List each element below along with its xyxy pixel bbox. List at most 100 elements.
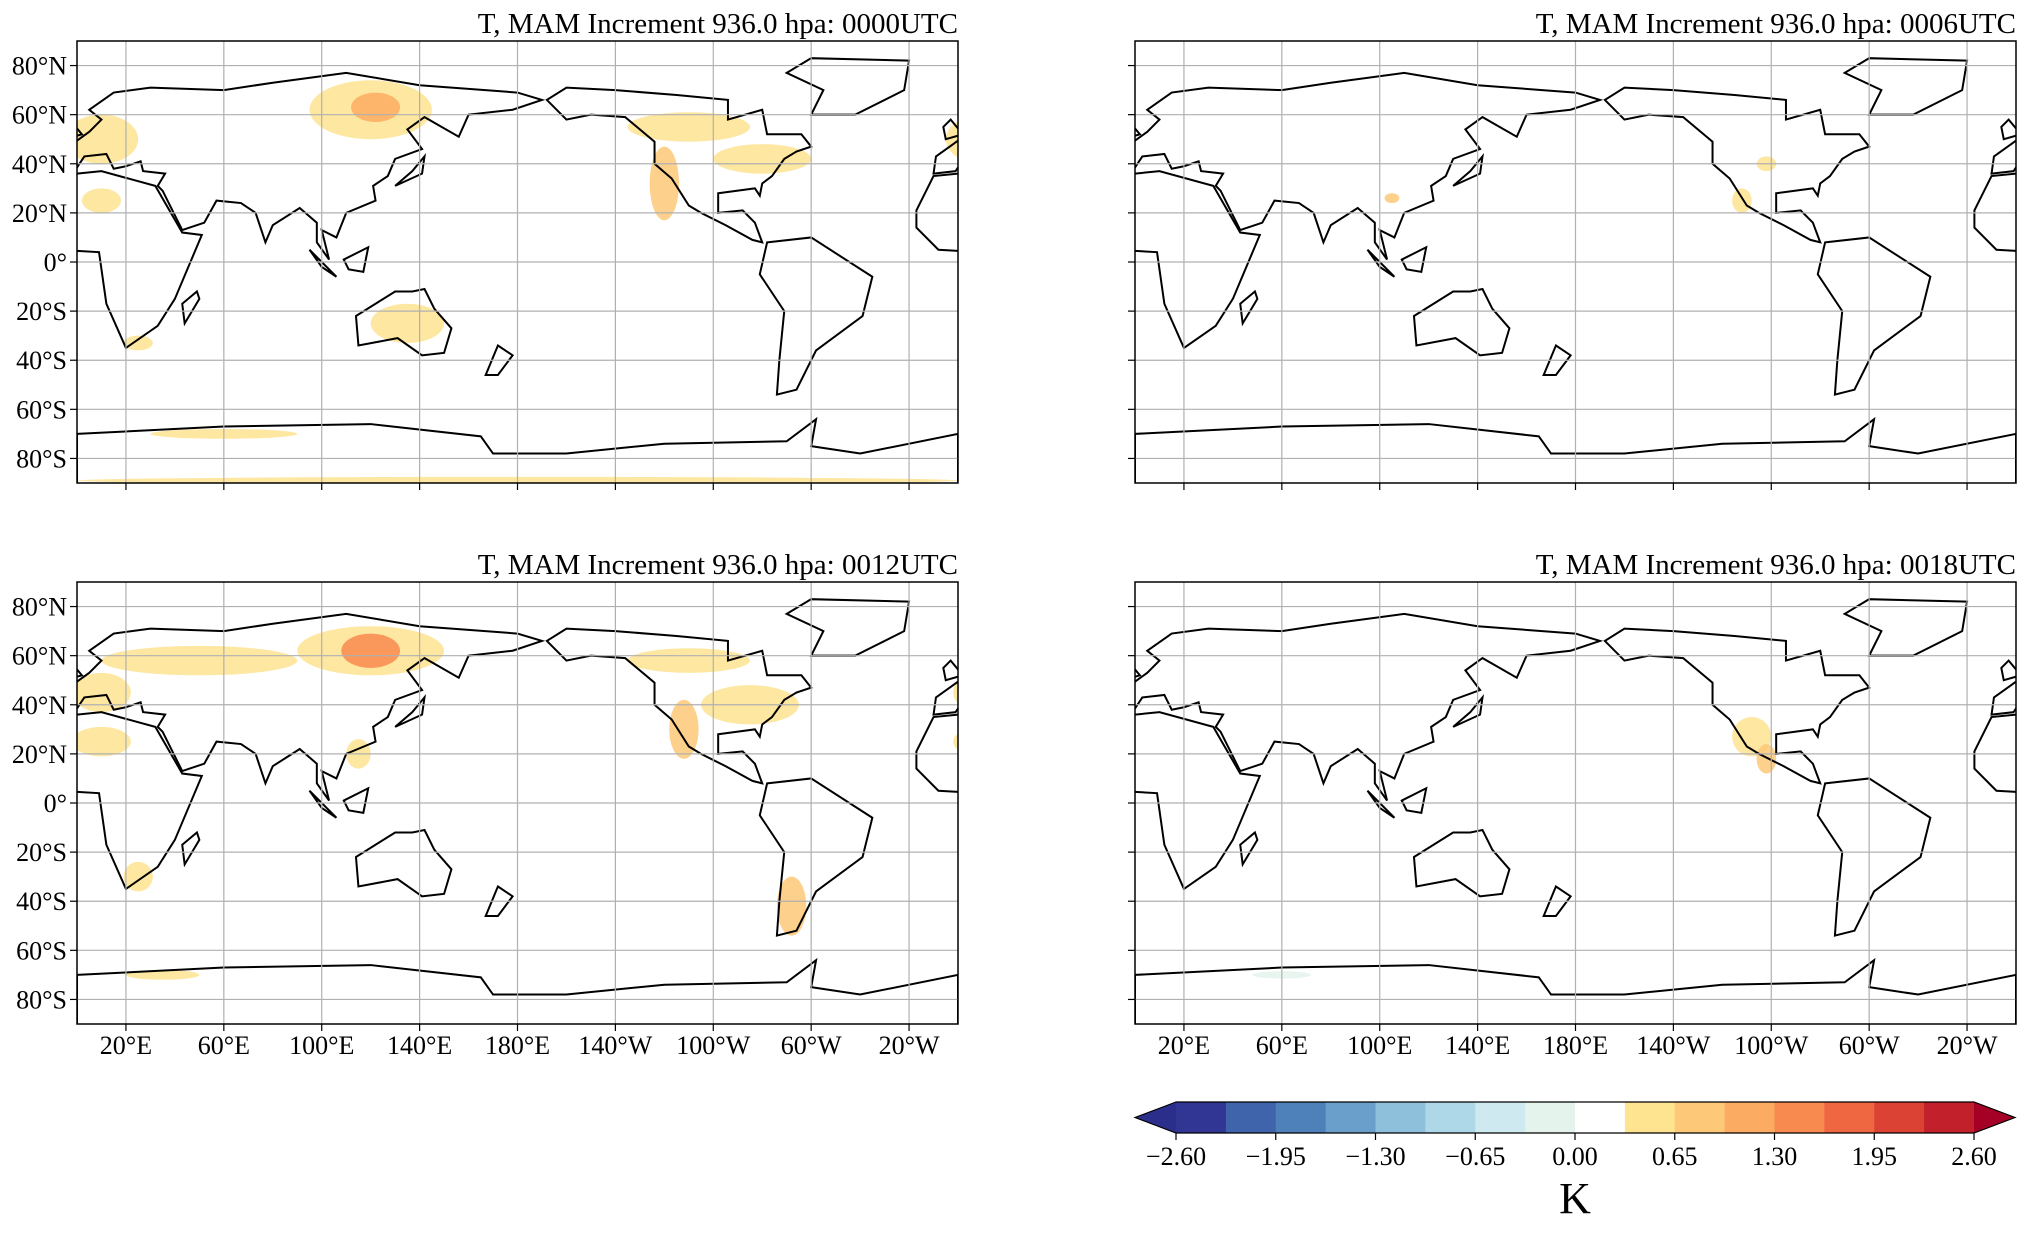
increment-area xyxy=(627,112,750,142)
axes-frame xyxy=(76,40,959,484)
coastline xyxy=(1366,249,1396,278)
coastline xyxy=(1190,791,1217,818)
lon-tick-label: 100°W xyxy=(676,1031,750,1060)
coastline xyxy=(1412,287,1511,357)
coastline xyxy=(1063,291,1080,323)
coastline xyxy=(394,153,426,187)
map-panel: T, MAM Increment 936.0 hpa: 0006UTC xyxy=(1128,8,2017,490)
lon-tick-label: 20°W xyxy=(1937,1031,1998,1060)
lon-tick-label: 60°W xyxy=(781,1031,842,1060)
coastline xyxy=(942,659,958,682)
increment-area xyxy=(1004,336,1033,351)
panel-title: T, MAM Increment 936.0 hpa: 0000UTC xyxy=(478,8,958,40)
colorbar-tick-label: −1.30 xyxy=(1345,1142,1405,1171)
colorbar-tick-label: −1.95 xyxy=(1246,1142,1306,1171)
colorbar-segment xyxy=(1375,1102,1426,1133)
lat-tick-label: 60°N xyxy=(12,101,67,130)
axes-frame xyxy=(1134,581,2017,1025)
axes-frame xyxy=(76,581,959,1025)
coastline xyxy=(1641,237,1754,394)
coastline xyxy=(2015,432,2016,483)
lon-tick-label: 180°E xyxy=(1543,1031,1608,1060)
increment-area xyxy=(1178,626,1325,675)
increment-area xyxy=(1732,188,1752,213)
coastline xyxy=(484,884,515,917)
increment-area xyxy=(123,861,153,892)
coastline xyxy=(957,432,958,483)
increment-area xyxy=(101,645,298,676)
coastline xyxy=(932,139,958,175)
increment-area xyxy=(351,92,401,123)
colorbar-segment xyxy=(1724,1102,1775,1133)
coastline xyxy=(1990,139,2016,175)
coastline xyxy=(181,289,201,327)
colorbar-segment xyxy=(1475,1102,1526,1133)
colorbar-segment xyxy=(1824,1102,1875,1133)
map-panel: 80°N 60°N 40°N 20°N 0° 20°S 40°S 60°S 80°S T, MAM… xyxy=(12,8,1754,490)
coastline xyxy=(1842,57,1969,116)
lon-tick-label: 100°E xyxy=(1347,1031,1412,1060)
coastline xyxy=(1135,957,2016,1024)
increment-area xyxy=(1031,429,1178,439)
coastline xyxy=(1366,790,1396,819)
map-content xyxy=(77,598,1754,1024)
increment-area xyxy=(945,120,958,158)
lat-tick-label: 20°N xyxy=(12,199,67,228)
coastline xyxy=(1063,832,1080,864)
coastline xyxy=(1990,680,2016,716)
lon-tick-label: 20°E xyxy=(1158,1031,1210,1060)
panel-title: T, MAM Increment 936.0 hpa: 0006UTC xyxy=(1536,8,2016,40)
colorbar-segment xyxy=(1525,1102,1576,1133)
colorbar-segment xyxy=(1874,1102,1925,1133)
increment-area xyxy=(1509,112,1631,141)
colorbar-segment xyxy=(1425,1102,1476,1133)
lon-tick-label: 140°E xyxy=(387,1031,452,1060)
coastline xyxy=(1973,713,2016,793)
colorbar-segment xyxy=(1774,1102,1825,1133)
coastline xyxy=(77,711,204,891)
coastline xyxy=(1237,289,1332,355)
map-panel: 20°E 60°E 100°E 140°E 180°E 140°W 100°W 60°W 20°… xyxy=(12,549,1754,1060)
increment-area xyxy=(963,188,1002,213)
lon-tick-label: 140°W xyxy=(1636,1031,1710,1060)
coastline xyxy=(1237,830,1332,896)
increment-area xyxy=(77,726,131,757)
coastline xyxy=(915,172,958,252)
colorbar-tick-label: 0.00 xyxy=(1552,1142,1598,1171)
coastline xyxy=(1641,778,1754,935)
coastline xyxy=(1276,697,1305,726)
coastline xyxy=(1816,777,1932,937)
coastline xyxy=(545,86,813,244)
coastline xyxy=(1452,153,1484,187)
coastline xyxy=(1842,598,1969,657)
coastline xyxy=(784,598,911,657)
lat-tick-label: 60°S xyxy=(16,936,67,965)
colorbar-extend-high xyxy=(1974,1102,2015,1133)
increment-area xyxy=(713,144,812,174)
coastline xyxy=(1400,245,1428,273)
lon-tick-label: 20°W xyxy=(879,1031,940,1060)
coastline xyxy=(1190,250,1217,277)
increment-area xyxy=(1222,634,1281,668)
increment-area xyxy=(1509,648,1631,673)
increment-area xyxy=(77,114,139,164)
coastline xyxy=(758,236,874,396)
lat-tick-label: 0° xyxy=(44,248,67,277)
lat-tick-label: 20°S xyxy=(16,297,67,326)
increment-area xyxy=(1252,304,1325,343)
coastline xyxy=(758,777,874,937)
colorbar-tick-label: 1.95 xyxy=(1852,1142,1898,1171)
colorbar-segment xyxy=(1674,1102,1726,1133)
coastline xyxy=(1239,289,1259,327)
map-content xyxy=(1135,57,2016,483)
coastline xyxy=(942,118,958,141)
colorbar-segment xyxy=(1575,1102,1626,1133)
colorbar-segment xyxy=(1176,1102,1227,1133)
coastline xyxy=(1816,236,1932,396)
increment-area xyxy=(627,648,750,673)
colorbar-label: K xyxy=(1559,1174,1591,1223)
lat-tick-label: 20°N xyxy=(12,740,67,769)
increment-area xyxy=(1594,144,1692,173)
